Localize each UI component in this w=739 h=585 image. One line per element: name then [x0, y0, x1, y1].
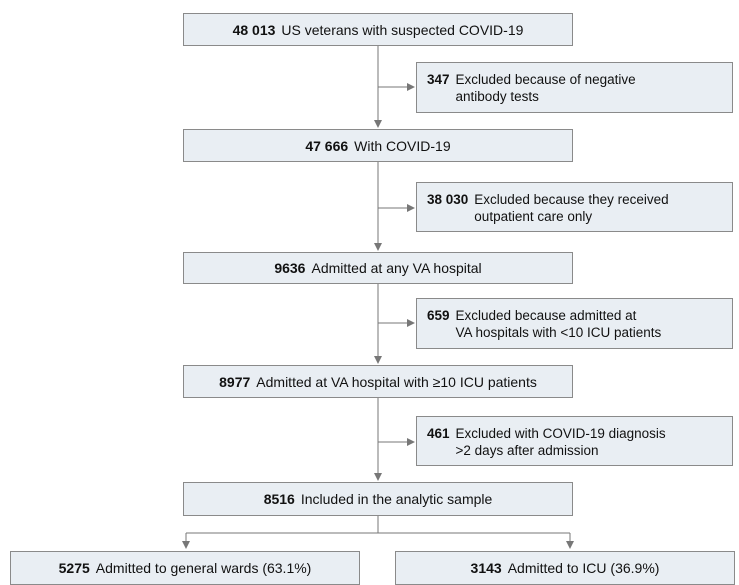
label: Admitted to ICU (36.9%)	[507, 560, 660, 576]
count: 5275	[58, 560, 90, 576]
exclusion-box: 461 Excluded with COVID-19 diagnosis >2 da…	[416, 416, 733, 466]
label-line: Excluded because admitted at	[455, 308, 637, 323]
count: 9636	[274, 260, 306, 276]
outcome-box: 5275 Admitted to general wards (63.1%)	[10, 551, 360, 585]
label: Admitted at VA hospital with ≥10 ICU pat…	[256, 373, 537, 390]
count: 38 030	[427, 192, 469, 207]
flow-box: 48 013 US veterans with suspected COVID-1…	[183, 13, 573, 46]
count: 47 666	[305, 137, 349, 154]
count: 461	[427, 426, 450, 441]
label: Admitted at any VA hospital	[311, 260, 482, 276]
flow-box: 8516 Included in the analytic sample	[183, 482, 573, 516]
exclusion-box: 38 030 Excluded because they received outp…	[416, 182, 733, 232]
count: 3143	[470, 560, 502, 576]
flow-box: 9636 Admitted at any VA hospital	[183, 252, 573, 284]
arrows	[182, 46, 574, 549]
label-line: VA hospitals with <10 ICU patients	[455, 325, 662, 340]
count: 8977	[219, 373, 251, 390]
exclusion-box: 347 Excluded because of negative antibody …	[416, 62, 733, 113]
count: 8516	[263, 491, 295, 507]
label: Included in the analytic sample	[300, 491, 493, 507]
label: Admitted to general wards (63.1%)	[95, 560, 312, 576]
count: 48 013	[232, 21, 276, 38]
exclusion-box: 659 Excluded because admitted at VA hospit…	[416, 298, 733, 349]
label-line: antibody tests	[455, 89, 539, 104]
flow-box: 8977 Admitted at VA hospital with ≥10 ICU…	[183, 365, 573, 398]
label: US veterans with suspected COVID-19	[281, 21, 524, 38]
label-line: outpatient care only	[474, 209, 593, 224]
flow-box: 47 666 With COVID-19	[183, 129, 573, 162]
label-line: Excluded because they received	[474, 192, 669, 207]
label: With COVID-19	[354, 137, 451, 154]
label-line: >2 days after admission	[455, 443, 599, 458]
outcome-box: 3143 Admitted to ICU (36.9%)	[395, 551, 735, 585]
count: 659	[427, 308, 450, 323]
label-line: Excluded with COVID-19 diagnosis	[455, 426, 666, 441]
label-line: Excluded because of negative	[455, 72, 636, 87]
count: 347	[427, 72, 450, 87]
